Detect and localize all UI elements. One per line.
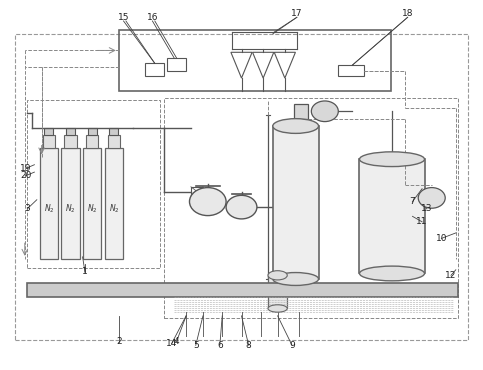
Ellipse shape: [273, 273, 319, 285]
Bar: [359, 159, 425, 273]
Text: 14: 14: [166, 339, 177, 348]
Bar: [87, 128, 97, 135]
Bar: [44, 128, 54, 135]
Text: 19: 19: [20, 164, 31, 173]
Bar: [61, 148, 80, 259]
Text: 9: 9: [289, 341, 295, 350]
Ellipse shape: [359, 266, 425, 281]
Text: 18: 18: [402, 9, 413, 18]
Bar: [164, 98, 458, 318]
Bar: [27, 283, 458, 297]
Bar: [119, 30, 391, 91]
Text: $N_2$: $N_2$: [87, 203, 98, 215]
Ellipse shape: [268, 271, 287, 280]
Ellipse shape: [359, 152, 425, 166]
Circle shape: [418, 188, 445, 208]
Bar: [27, 100, 159, 268]
Text: $N_2$: $N_2$: [43, 203, 54, 215]
Text: 13: 13: [421, 205, 433, 213]
Bar: [105, 148, 123, 259]
Text: 3: 3: [24, 205, 30, 213]
Ellipse shape: [273, 119, 319, 134]
Text: 12: 12: [445, 271, 457, 280]
Circle shape: [312, 101, 338, 122]
Bar: [15, 34, 468, 340]
Text: 16: 16: [147, 13, 158, 22]
Text: 11: 11: [416, 217, 428, 226]
Bar: [109, 128, 118, 135]
Text: 2: 2: [116, 337, 122, 346]
Text: 1: 1: [82, 267, 88, 276]
Bar: [40, 148, 58, 259]
Text: 15: 15: [118, 13, 129, 22]
Bar: [64, 135, 77, 148]
Bar: [273, 126, 319, 279]
Bar: [66, 128, 75, 135]
Bar: [191, 187, 203, 196]
Text: 17: 17: [291, 9, 303, 18]
Text: 6: 6: [217, 341, 223, 350]
Text: 7: 7: [410, 197, 415, 206]
Circle shape: [226, 195, 257, 219]
Bar: [294, 104, 308, 119]
Bar: [43, 135, 55, 148]
Bar: [338, 65, 364, 76]
Bar: [268, 275, 287, 309]
Bar: [145, 63, 164, 76]
Text: $N_2$: $N_2$: [109, 203, 119, 215]
Circle shape: [189, 188, 226, 216]
Bar: [108, 135, 120, 148]
Bar: [86, 135, 99, 148]
Text: 8: 8: [246, 341, 252, 350]
Text: 10: 10: [436, 234, 447, 243]
Text: $N_2$: $N_2$: [65, 203, 76, 215]
Bar: [83, 148, 101, 259]
Text: 5: 5: [193, 341, 199, 350]
Ellipse shape: [268, 305, 287, 312]
Bar: [167, 58, 186, 71]
Text: 20: 20: [20, 171, 31, 180]
Text: 4: 4: [174, 337, 179, 346]
